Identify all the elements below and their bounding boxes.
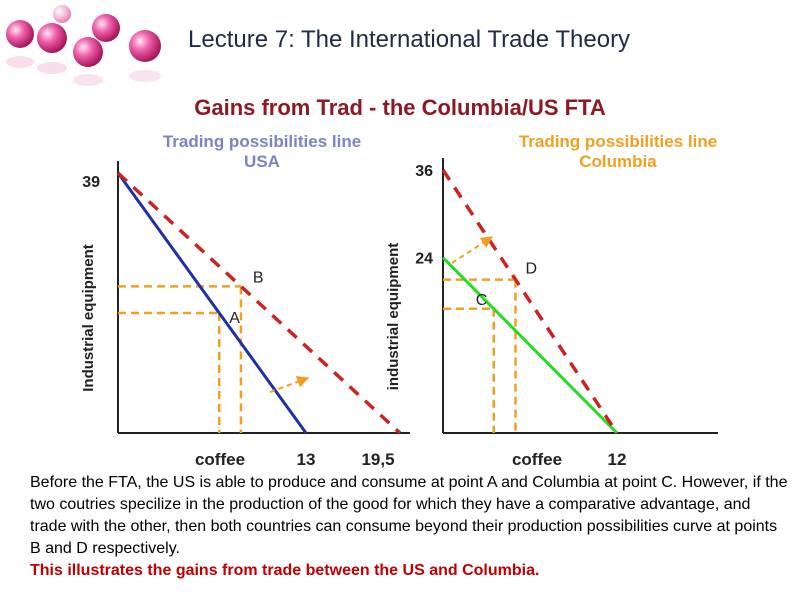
usa-trading-line (116, 171, 402, 435)
usa-y-axis-label: Industrial equipment (80, 244, 97, 392)
columbia-x-tick-label: 12 (608, 450, 627, 469)
usa-point-label-B: B (253, 269, 264, 286)
columbia-point-label-C: C (476, 292, 488, 309)
columbia-production-line (441, 256, 619, 435)
usa-x-tick-label: 13 (297, 450, 316, 469)
columbia-trading-line (441, 169, 619, 434)
usa-x-axis-label: coffee (195, 450, 245, 469)
explanation-text: Before the FTA, the US is able to produc… (30, 472, 790, 582)
usa-panel-title-line: USA (244, 152, 280, 171)
slide-title: Gains from Trad - the Columbia/US FTA (194, 95, 606, 120)
columbia-x-axis-label: coffee (512, 450, 562, 469)
conclusion-text: This illustrates the gains from trade be… (30, 562, 540, 579)
columbia-panel-title-line: Trading possibilities line (519, 132, 717, 151)
trade-charts: Trading possibilities lineUSAIndustrial … (80, 132, 718, 469)
usa-panel-title-line: Trading possibilities line (163, 132, 361, 151)
columbia-gain-arrow (451, 236, 494, 264)
columbia-panel-title-line: Columbia (579, 152, 657, 171)
decorative-spheres (6, 5, 161, 86)
usa-point-label-A: A (229, 310, 240, 327)
explanation-paragraph: Before the FTA, the US is able to produc… (30, 474, 788, 557)
usa-gain-arrow (269, 376, 310, 393)
columbia-y-tick-label: 36 (415, 163, 433, 180)
columbia-point-label-D: D (526, 261, 538, 278)
usa-y-tick-label: 39 (82, 174, 100, 191)
usa-production-line (116, 172, 308, 434)
columbia-y-axis-label: industrial equipment (385, 243, 402, 391)
lecture-title: Lecture 7: The International Trade Theor… (188, 26, 631, 53)
columbia-y-tick-label: 24 (415, 251, 433, 268)
usa-x-tick-label: 19,5 (361, 450, 394, 469)
